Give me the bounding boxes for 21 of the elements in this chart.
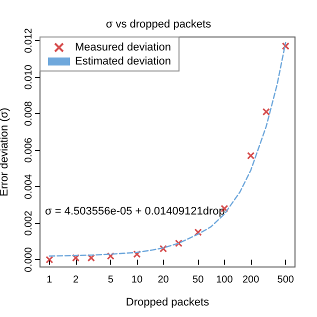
- x-tick-label: 5: [108, 274, 114, 286]
- x-tick-label: 50: [192, 274, 204, 286]
- x-axis-title: Dropped packets: [126, 296, 210, 308]
- x-tick-label: 100: [216, 274, 234, 286]
- y-tick-label: 0.010: [24, 64, 34, 90]
- x-tick-label: 1: [46, 274, 53, 286]
- x-tick-label: 10: [131, 274, 143, 286]
- y-tick-label: 0.002: [24, 210, 34, 236]
- y-tick-label: 0.006: [24, 137, 34, 163]
- annotation: σ = 4.503556e-05 + 0.01409121drop: [45, 206, 225, 218]
- y-tick-label: 0.000: [24, 246, 34, 272]
- y-tick-label: 0.004: [24, 174, 34, 200]
- legend-label: Estimated deviation: [75, 56, 171, 68]
- legend-label: Measured deviation: [75, 42, 172, 54]
- chart-title: σ vs dropped packets: [106, 18, 212, 30]
- y-tick-label: 0.008: [24, 100, 34, 126]
- x-tick-label: 20: [158, 274, 170, 286]
- x-tick-label: 500: [277, 274, 294, 286]
- x-tick-label: 200: [242, 274, 260, 286]
- y-tick-label: 0.012: [24, 28, 34, 54]
- x-tick-label: 2: [73, 274, 80, 286]
